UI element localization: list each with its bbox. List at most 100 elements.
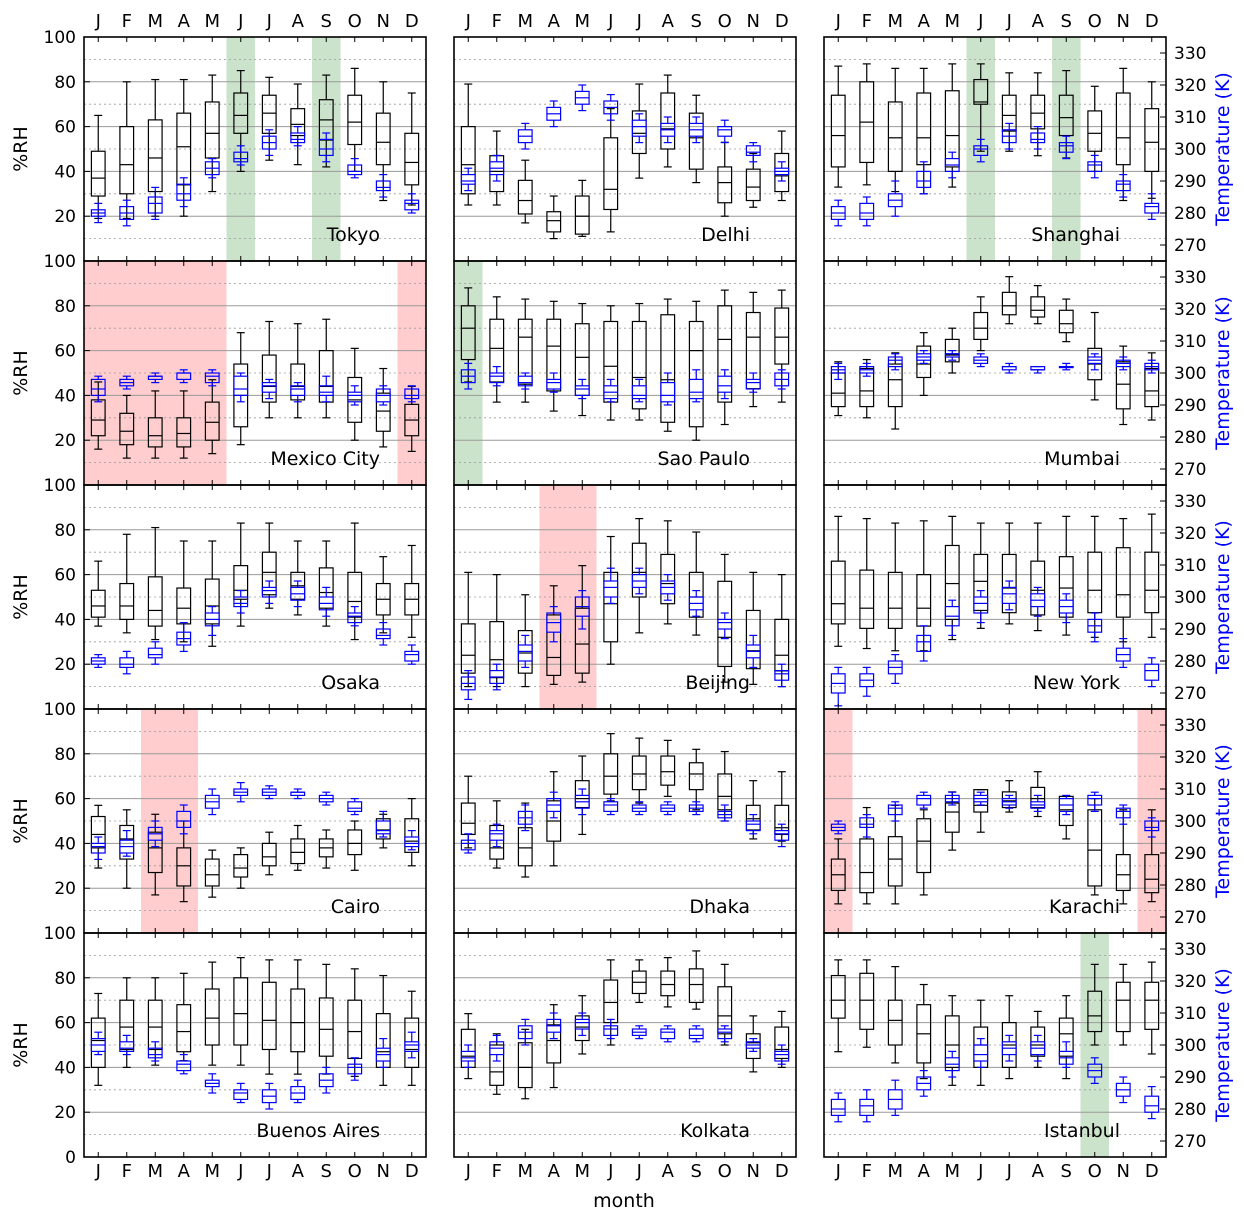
temp-box-A — [176, 621, 192, 653]
x-tick-label: J — [607, 1161, 613, 1182]
box — [176, 1060, 192, 1072]
temp-box-A — [660, 372, 676, 406]
rh-box-F — [489, 800, 505, 869]
temp-box-A — [546, 1012, 562, 1040]
box — [603, 979, 619, 1024]
box — [774, 804, 790, 836]
rh-box-F — [489, 573, 505, 688]
temp-box-J — [603, 797, 619, 816]
temp-box-A — [546, 605, 562, 643]
y-tick-label-right: 290 — [1174, 1068, 1206, 1088]
x-tick-label: A — [918, 1161, 931, 1182]
temp-box-M — [944, 791, 960, 806]
temp-box-J — [631, 113, 647, 144]
box — [1144, 981, 1160, 1030]
y-tick-label: 20 — [54, 879, 76, 899]
box — [546, 378, 562, 390]
temp-box-N — [375, 385, 391, 406]
box — [318, 385, 334, 396]
box — [887, 804, 903, 816]
y-axis-label-right: Temperature (K) — [1212, 520, 1234, 675]
rh-box-F — [859, 806, 875, 905]
box — [1087, 990, 1103, 1033]
temp-box-M — [887, 1079, 903, 1117]
box — [119, 412, 135, 446]
box — [347, 829, 363, 856]
temp-box-S — [318, 791, 334, 806]
temp-box-M — [147, 1041, 163, 1062]
temp-box-O — [1087, 791, 1103, 813]
rh-box-S — [688, 748, 704, 811]
box — [147, 196, 163, 214]
temp-box-J — [830, 199, 846, 227]
temp-box-J — [830, 666, 846, 707]
rh-box-A — [290, 959, 306, 1075]
temp-box-M — [204, 158, 220, 179]
temp-box-D — [404, 385, 420, 403]
temp-box-J — [90, 836, 106, 861]
y-tick-label-right: 330 — [1174, 44, 1206, 64]
x-tick-label-top: M — [204, 11, 220, 32]
box — [90, 1017, 106, 1068]
temp-box-O — [347, 797, 363, 816]
x-tick-label-top: A — [178, 11, 191, 32]
rh-box-N — [375, 367, 391, 448]
x-tick-label: D — [1145, 1161, 1159, 1182]
temp-box-N — [745, 142, 761, 163]
y-tick-label-right: 290 — [1174, 396, 1206, 416]
box — [489, 621, 505, 679]
box — [859, 202, 875, 220]
temp-box-M — [887, 353, 903, 371]
x-tick-label: J — [636, 1161, 642, 1182]
box — [603, 137, 619, 211]
temp-box-M — [574, 84, 590, 112]
y-tick-label-right: 290 — [1174, 620, 1206, 640]
box — [517, 1042, 533, 1089]
rh-box-D — [1144, 81, 1160, 199]
x-tick-label: D — [775, 1161, 789, 1182]
box — [375, 180, 391, 192]
rh-box-O — [1087, 311, 1103, 401]
temp-box-N — [1115, 1076, 1131, 1104]
temp-box-J — [233, 1082, 249, 1104]
panel-osaka: Osaka 20 40 60 80 100 %RH — [10, 476, 427, 710]
rh-box-N — [745, 152, 761, 208]
city-label: Dhaka — [689, 896, 750, 918]
box — [119, 125, 135, 195]
box — [347, 999, 363, 1060]
y-tick-label: 40 — [54, 386, 76, 406]
temp-box-A — [176, 369, 192, 384]
temp-box-F — [859, 666, 875, 697]
box — [233, 151, 249, 163]
rh-box-A — [1030, 771, 1046, 818]
box — [887, 101, 903, 173]
rh-box-J — [1001, 522, 1017, 625]
temp-box-F — [489, 1034, 505, 1062]
panel-karachi: Karachi 270 280 290 300 310 320 330 Temperature … — [823, 708, 1234, 934]
rh-box-F — [859, 959, 875, 1048]
box — [887, 571, 903, 629]
temp-box-D — [774, 369, 790, 390]
city-label: Osaka — [321, 672, 380, 694]
box — [631, 119, 647, 137]
rh-box-D — [1144, 961, 1160, 1055]
temp-box-J — [830, 1092, 846, 1123]
temp-box-D — [774, 1044, 790, 1065]
y-tick-label-right: 280 — [1174, 652, 1206, 672]
temp-box-A — [916, 161, 932, 195]
rh-box-J — [603, 959, 619, 1046]
rh-box-N — [745, 571, 761, 685]
box — [517, 179, 533, 215]
temp-box-J — [261, 378, 277, 400]
box — [489, 372, 505, 384]
x-tick-label: D — [405, 1161, 419, 1182]
temp-box-F — [119, 199, 135, 227]
x-axis-label: month — [593, 1190, 655, 1212]
temp-box-M — [887, 653, 903, 685]
temp-box-J — [631, 1025, 647, 1040]
rh-box-J — [631, 302, 647, 421]
box — [1001, 586, 1017, 605]
box — [347, 1063, 363, 1075]
box — [404, 836, 420, 848]
